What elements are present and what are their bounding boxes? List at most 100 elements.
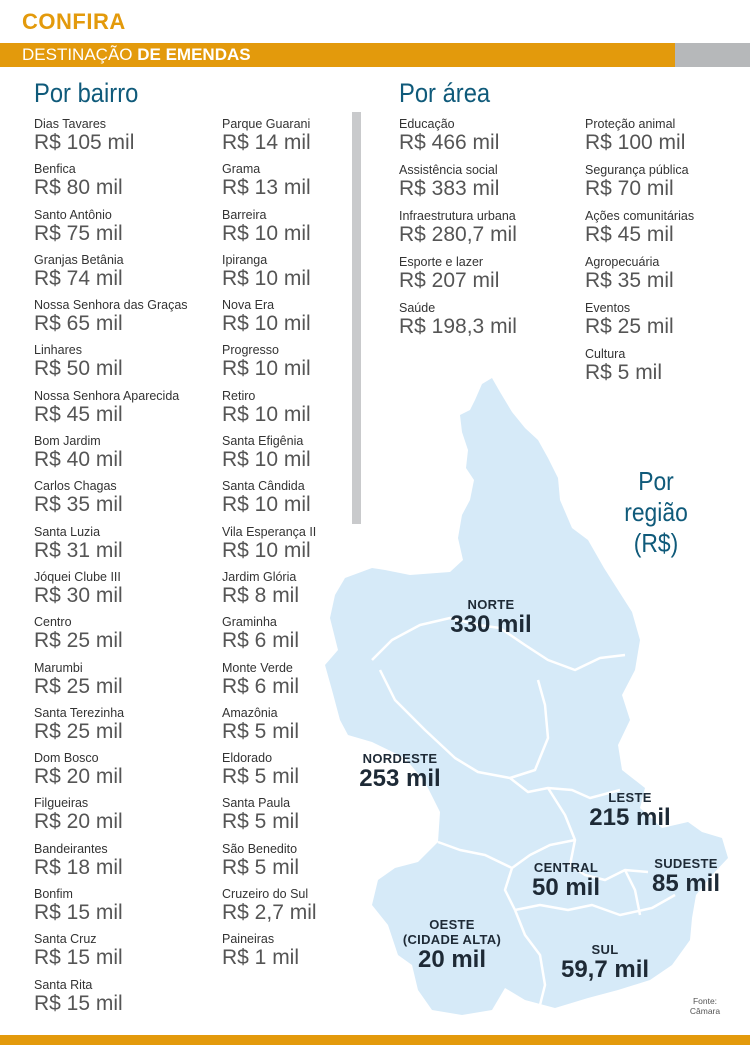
item-name: Nossa Senhora das Graças [34, 298, 188, 313]
item-value: R$ 5 mil [222, 810, 300, 834]
item-value: R$ 15 mil [34, 901, 123, 925]
list-item: Paineiras R$ 1 mil [222, 932, 317, 977]
list-item: Infraestrutura urbana R$ 280,7 mil [399, 209, 517, 255]
item-value: R$ 10 mil [222, 493, 311, 517]
item-value: R$ 5 mil [222, 855, 300, 879]
item-value: R$ 25 mil [585, 315, 674, 338]
list-item: Ipiranga R$ 10 mil [222, 253, 317, 298]
item-name: Ações comunitárias [585, 209, 695, 223]
item-value: R$ 25 mil [34, 719, 123, 743]
item-name: Progresso [222, 343, 279, 358]
list-item: Progresso R$ 10 mil [222, 343, 317, 388]
list-item: Jardim Glória R$ 8 mil [222, 570, 317, 615]
item-name: Dom Bosco [34, 751, 99, 766]
list-item: Monte Verde R$ 6 mil [222, 661, 317, 706]
item-value: R$ 15 mil [34, 991, 123, 1015]
list-item: Retiro R$ 10 mil [222, 389, 317, 434]
item-value: R$ 74 mil [34, 266, 123, 290]
item-name: Grama [222, 162, 261, 177]
item-name: Parque Guarani [222, 117, 311, 131]
item-value: R$ 10 mil [222, 538, 311, 562]
list-item: Filgueiras R$ 20 mil [34, 796, 188, 841]
item-value: R$ 10 mil [222, 266, 311, 290]
item-value: R$ 75 mil [34, 221, 123, 245]
item-value: R$ 14 mil [222, 131, 311, 154]
item-value: R$ 2,7 mil [222, 901, 317, 925]
list-item: Agropecuária R$ 35 mil [585, 255, 694, 301]
banner-title: DESTINAÇÃO DE EMENDAS [22, 45, 251, 64]
area-column-2: Proteção animal R$ 100 mil Segurança públi… [585, 117, 694, 393]
banner-gray-end [675, 43, 750, 67]
item-name: Infraestrutura urbana [399, 209, 516, 223]
list-item: Grama R$ 13 mil [222, 162, 317, 207]
item-name: Santo Antônio [34, 207, 112, 222]
item-value: R$ 466 mil [399, 131, 500, 154]
item-name: Barreira [222, 207, 267, 222]
list-item: Eldorado R$ 5 mil [222, 751, 317, 796]
item-name: Santa Cândida [222, 479, 305, 494]
list-item: Graminha R$ 6 mil [222, 615, 317, 660]
item-value: R$ 383 mil [399, 177, 500, 200]
item-value: R$ 1 mil [222, 946, 300, 970]
item-name: Carlos Chagas [34, 479, 117, 494]
list-item: Dom Bosco R$ 20 mil [34, 751, 188, 796]
bairro-column-2: Parque Guarani R$ 14 mil Grama R$ 13 mil Bar… [222, 117, 317, 978]
list-item: Vila Esperança II R$ 10 mil [222, 525, 317, 570]
item-name: Marumbi [34, 660, 83, 675]
item-name: Eldorado [222, 751, 273, 766]
list-item: Parque Guarani R$ 14 mil [222, 117, 317, 162]
item-value: R$ 25 mil [34, 674, 123, 698]
kicker-title: CONFIRA [22, 9, 126, 34]
item-value: R$ 30 mil [34, 583, 123, 607]
list-item: Ações comunitárias R$ 45 mil [585, 209, 694, 255]
item-value: R$ 10 mil [222, 221, 311, 245]
list-item: Jóquei Clube III R$ 30 mil [34, 570, 188, 615]
list-item: Saúde R$ 198,3 mil [399, 301, 517, 347]
item-value: R$ 18 mil [34, 855, 123, 879]
item-value: R$ 13 mil [222, 176, 311, 200]
list-item: Bonfim R$ 15 mil [34, 887, 188, 932]
item-value: R$ 6 mil [222, 629, 300, 653]
item-name: Nova Era [222, 298, 275, 313]
item-name: Monte Verde [222, 660, 293, 675]
region-oeste: OESTE (CIDADE ALTA) 20 mil [402, 917, 502, 973]
item-name: Jardim Glória [222, 569, 297, 584]
list-item: Centro R$ 25 mil [34, 615, 188, 660]
item-value: R$ 5 mil [222, 719, 300, 743]
list-item: São Benedito R$ 5 mil [222, 842, 317, 887]
banner-bar [0, 43, 675, 67]
list-item: Linhares R$ 50 mil [34, 343, 188, 388]
list-item: Esporte e lazer R$ 207 mil [399, 255, 517, 301]
list-item: Santa Efigênia R$ 10 mil [222, 434, 317, 479]
region-nordeste: NORDESTE 253 mil [359, 751, 441, 792]
item-value: R$ 65 mil [34, 312, 123, 336]
region-central: CENTRAL 50 mil [531, 860, 601, 901]
item-name: Segurança pública [585, 163, 689, 177]
map-outline [325, 378, 728, 1015]
list-item: Santa Terezinha R$ 25 mil [34, 706, 188, 751]
region-borders [371, 616, 676, 1006]
list-item: Dias Tavares R$ 105 mil [34, 117, 188, 162]
regiao-title: Por região (R$) [624, 466, 688, 558]
item-value: R$ 20 mil [34, 765, 123, 789]
list-item: Nossa Senhora Aparecida R$ 45 mil [34, 389, 188, 434]
item-name: Santa Rita [34, 977, 93, 992]
divider [352, 112, 361, 524]
list-item: Santa Luzia R$ 31 mil [34, 525, 188, 570]
list-item: Benfica R$ 80 mil [34, 162, 188, 207]
item-name: Bandeirantes [34, 841, 108, 856]
list-item: Santa Cândida R$ 10 mil [222, 479, 317, 524]
item-value: R$ 35 mil [585, 269, 674, 292]
item-name: Esporte e lazer [399, 255, 484, 269]
list-item: Nossa Senhora das Graças R$ 65 mil [34, 298, 188, 343]
item-value: R$ 25 mil [34, 629, 123, 653]
list-item: Assistência social R$ 383 mil [399, 163, 517, 209]
area-column-1: Educação R$ 466 mil Assistência social R$ 3… [399, 117, 517, 347]
list-item: Eventos R$ 25 mil [585, 301, 694, 347]
item-value: R$ 10 mil [222, 402, 311, 426]
item-name: Amazônia [222, 705, 278, 720]
item-name: Cruzeiro do Sul [222, 887, 309, 902]
item-value: R$ 35 mil [34, 493, 123, 517]
bottom-bar [0, 1035, 750, 1045]
